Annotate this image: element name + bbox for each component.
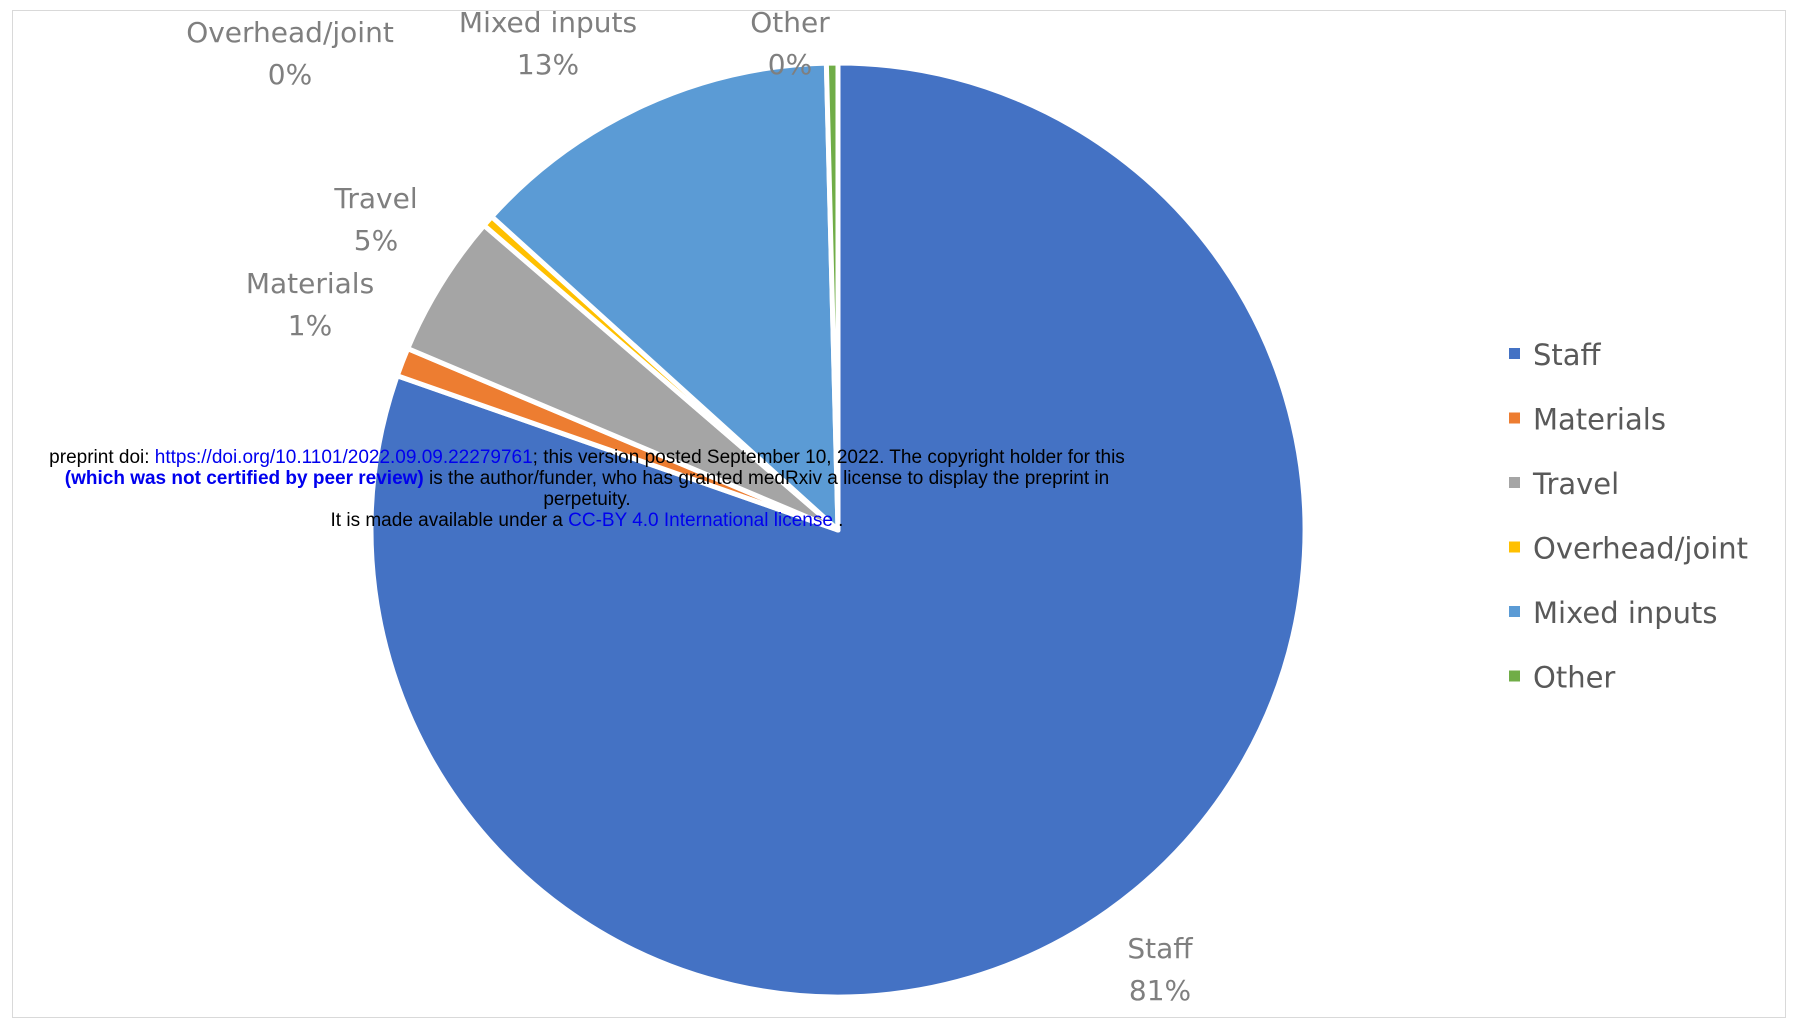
legend-swatch-travel [1509, 477, 1520, 488]
pie-slices [368, 60, 1308, 1000]
legend-label-other: Other [1533, 661, 1615, 695]
notice-text: It is made available under a [330, 510, 569, 531]
legend-label-overhead-joint: Overhead/joint [1533, 532, 1748, 566]
slice-label-travel: Travel [333, 182, 417, 215]
legend-label-staff: Staff [1533, 338, 1602, 372]
slice-percent-other: 0% [768, 48, 812, 81]
legend-swatch-other [1509, 670, 1520, 682]
legend-swatch-overhead-joint [1509, 541, 1520, 553]
slice-label-materials: Materials [246, 267, 374, 300]
slice-percent-travel: 5% [354, 224, 398, 257]
notice-line-1: preprint doi: https://doi.org/10.1101/20… [0, 447, 1182, 468]
slice-label-other: Other [750, 6, 830, 39]
pie-labels: Staff 81% Materials 1% Travel 5% Overhead/join… [186, 6, 1193, 1007]
slice-percent-materials: 1% [288, 309, 332, 342]
slice-percent-staff: 81% [1129, 974, 1191, 1007]
notice-text: preprint doi: [49, 447, 155, 468]
legend-label-travel: Travel [1532, 467, 1619, 501]
slice-other [823, 60, 841, 533]
notice-text: . [832, 510, 844, 531]
legend-swatch-materials [1509, 412, 1520, 424]
legend: Staff Materials Travel Overhead/joint Mixed … [1509, 338, 1748, 695]
slice-percent-mixed-inputs: 13% [517, 48, 579, 81]
peer-review-note: (which was not certified by peer review) [64, 468, 424, 489]
slice-percent-overhead-joint: 0% [268, 58, 312, 91]
legend-label-materials: Materials [1533, 403, 1666, 437]
notice-line-4: It is made available under a CC-BY 4.0 I… [0, 510, 1182, 531]
slice-label-staff: Staff [1127, 932, 1193, 965]
slice-label-mixed-inputs: Mixed inputs [459, 6, 637, 39]
legend-swatch-mixed-inputs [1509, 606, 1520, 617]
slice-label-overhead-joint: Overhead/joint [186, 16, 394, 49]
chart-frame [12, 10, 1786, 1018]
notice-text: ; this version posted September 10, 2022… [532, 447, 1125, 468]
legend-swatch-staff [1509, 348, 1520, 359]
notice-text: is the author/funder, who has granted me… [423, 468, 1110, 489]
slice-travel [405, 222, 841, 533]
doi-link[interactable]: https://doi.org/10.1101/2022.09.09.22279… [154, 447, 533, 468]
legend-label-mixed-inputs: Mixed inputs [1533, 596, 1718, 630]
slice-mixed-inputs [489, 60, 841, 533]
license-link[interactable]: CC-BY 4.0 International license [568, 510, 833, 531]
notice-line-3: perpetuity. [0, 489, 1182, 510]
notice-text: perpetuity. [543, 489, 631, 510]
notice-line-2: (which was not certified by peer review)… [0, 468, 1182, 489]
preprint-notice: preprint doi: https://doi.org/10.1101/20… [0, 447, 1182, 531]
